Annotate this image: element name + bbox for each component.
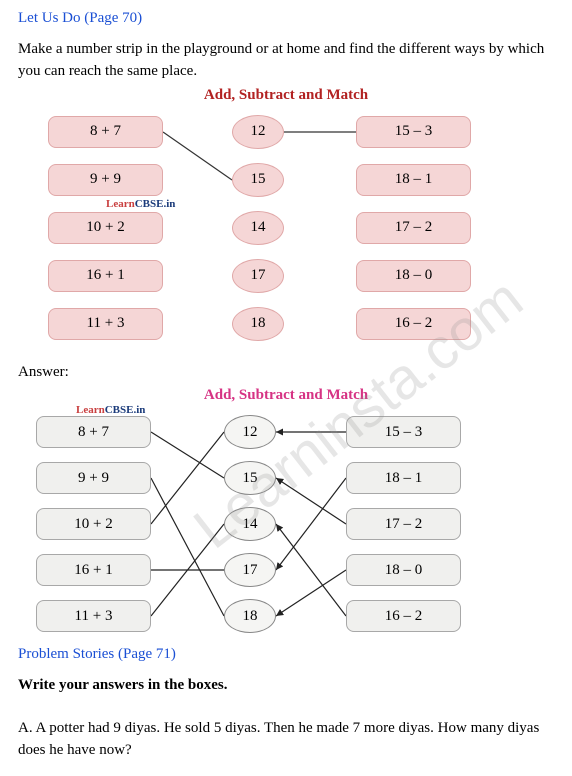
story-a-text: A. A potter had 9 diyas. He sold 5 diyas… — [18, 718, 554, 762]
result-oval: 14 — [224, 507, 276, 541]
match-title-1: Add, Subtract and Match — [18, 87, 554, 104]
result-oval: 12 — [224, 415, 276, 449]
brand-cbse: CBSE.in — [135, 198, 176, 210]
right-expr-box: 17 – 2 — [356, 212, 471, 244]
left-expr-box: 16 + 1 — [48, 260, 163, 292]
left-expr-box: 11 + 3 — [48, 308, 163, 340]
result-oval: 15 — [224, 461, 276, 495]
right-expr-box: 18 – 1 — [346, 462, 461, 494]
brand-learn: Learn — [76, 404, 105, 416]
brand-learn: Learn — [106, 198, 135, 210]
match-block-question: LearnCBSE.in 8 + 7 9 + 9 10 + 2 16 + 1 11 + … — [18, 108, 554, 356]
match-line — [163, 132, 232, 180]
left-expr-box: 10 + 2 — [48, 212, 163, 244]
left-expr-box: 8 + 7 — [48, 116, 163, 148]
right-expr-box: 15 – 3 — [356, 116, 471, 148]
left-expr-box: 8 + 7 — [36, 416, 151, 448]
brand-cbse: CBSE.in — [105, 404, 146, 416]
result-oval: 12 — [232, 115, 284, 149]
left-expr-box: 9 + 9 — [48, 164, 163, 196]
right-expr-box: 18 – 0 — [346, 554, 461, 586]
result-oval: 18 — [224, 599, 276, 633]
match-line — [151, 524, 224, 616]
match-line — [151, 432, 224, 524]
result-oval: 17 — [224, 553, 276, 587]
right-expr-box: 18 – 0 — [356, 260, 471, 292]
match-block-answer: LearnCBSE.in 8 + 79 + 910 + 216 + 111 + … — [18, 408, 554, 640]
brand-learncbse: LearnCBSE.in — [76, 404, 145, 416]
result-oval: 15 — [232, 163, 284, 197]
write-answers-text: Write your answers in the boxes. — [18, 675, 554, 697]
answer-label: Answer: — [18, 362, 554, 384]
left-expr-box: 11 + 3 — [36, 600, 151, 632]
brand-learncbse: LearnCBSE.in — [106, 198, 175, 210]
left-expr-box: 9 + 9 — [36, 462, 151, 494]
right-expr-box: 17 – 2 — [346, 508, 461, 540]
heading-problem-stories: Problem Stories (Page 71) — [18, 646, 554, 663]
right-expr-box: 16 – 2 — [346, 600, 461, 632]
result-oval: 18 — [232, 307, 284, 341]
match-line — [276, 524, 346, 616]
left-expr-box: 10 + 2 — [36, 508, 151, 540]
match-line — [276, 570, 346, 616]
match-line — [276, 478, 346, 524]
heading-let-us-do: Let Us Do (Page 70) — [18, 10, 554, 27]
match-title-2: Add, Subtract and Match — [18, 387, 554, 404]
right-expr-box: 18 – 1 — [356, 164, 471, 196]
right-expr-box: 15 – 3 — [346, 416, 461, 448]
match-line — [151, 432, 224, 478]
right-expr-box: 16 – 2 — [356, 308, 471, 340]
match-line — [151, 478, 224, 616]
result-oval: 17 — [232, 259, 284, 293]
match-line — [276, 478, 346, 570]
left-expr-box: 16 + 1 — [36, 554, 151, 586]
result-oval: 14 — [232, 211, 284, 245]
intro-text: Make a number strip in the playground or… — [18, 39, 554, 83]
